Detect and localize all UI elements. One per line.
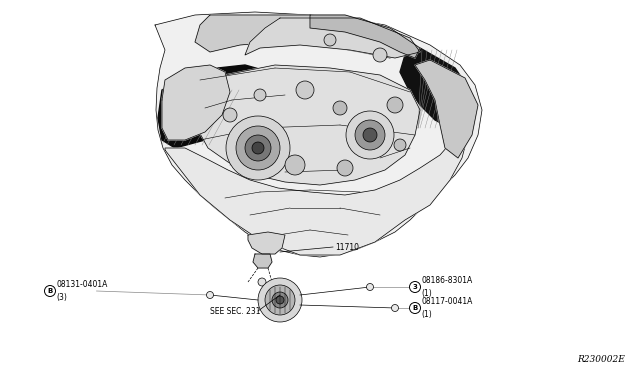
Circle shape: [236, 126, 280, 170]
Circle shape: [324, 34, 336, 46]
Polygon shape: [310, 15, 420, 58]
Circle shape: [258, 278, 302, 322]
Polygon shape: [162, 65, 230, 140]
Circle shape: [45, 285, 56, 296]
Circle shape: [276, 296, 284, 304]
Polygon shape: [415, 60, 478, 158]
Circle shape: [363, 128, 377, 142]
Circle shape: [285, 155, 305, 175]
Circle shape: [272, 292, 288, 308]
Circle shape: [367, 283, 374, 291]
Polygon shape: [158, 65, 272, 148]
Circle shape: [337, 160, 353, 176]
Circle shape: [207, 292, 214, 298]
Text: B: B: [47, 288, 52, 294]
Circle shape: [346, 111, 394, 159]
Text: 08186-8301A: 08186-8301A: [422, 276, 473, 285]
Text: 08117-0041A: 08117-0041A: [422, 297, 473, 306]
Circle shape: [296, 81, 314, 99]
Text: SEE SEC. 231: SEE SEC. 231: [210, 307, 260, 315]
Circle shape: [410, 302, 420, 314]
Circle shape: [226, 116, 290, 180]
Circle shape: [254, 89, 266, 101]
Circle shape: [355, 120, 385, 150]
Text: (1): (1): [422, 310, 432, 319]
Polygon shape: [155, 12, 482, 257]
Text: (3): (3): [56, 293, 67, 302]
Text: (1): (1): [422, 289, 432, 298]
Polygon shape: [400, 48, 470, 128]
Circle shape: [387, 97, 403, 113]
Polygon shape: [165, 135, 468, 255]
Polygon shape: [196, 65, 420, 185]
Circle shape: [252, 142, 264, 154]
Circle shape: [333, 101, 347, 115]
Circle shape: [394, 139, 406, 151]
Circle shape: [410, 282, 420, 292]
Text: 08131-0401A: 08131-0401A: [56, 280, 108, 289]
Circle shape: [245, 135, 271, 161]
Circle shape: [373, 48, 387, 62]
Circle shape: [258, 278, 266, 286]
Polygon shape: [245, 18, 420, 58]
Polygon shape: [253, 254, 272, 268]
Polygon shape: [195, 15, 405, 58]
Text: 3: 3: [413, 284, 417, 290]
Text: B: B: [412, 305, 418, 311]
Circle shape: [265, 285, 295, 315]
Text: R230002E: R230002E: [577, 355, 625, 364]
Text: 11710: 11710: [335, 243, 359, 251]
Polygon shape: [248, 232, 285, 254]
Circle shape: [392, 305, 399, 311]
Circle shape: [223, 108, 237, 122]
